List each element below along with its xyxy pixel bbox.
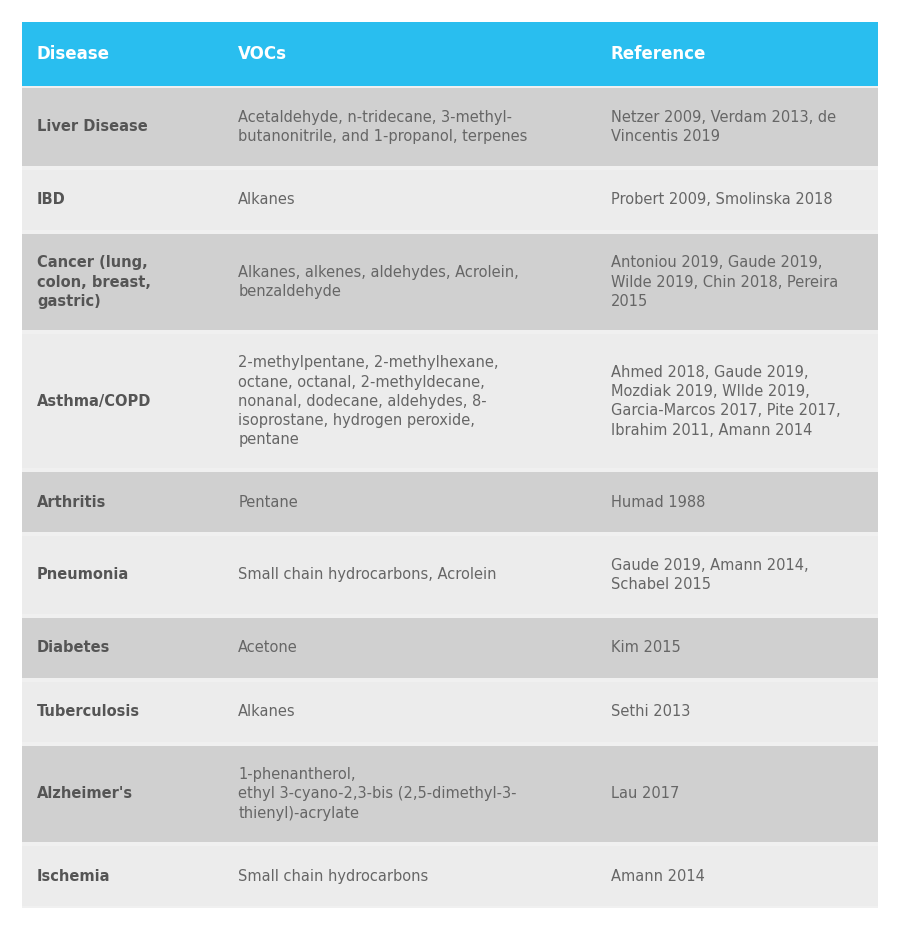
Text: Gaude 2019, Amann 2014,
Schabel 2015: Gaude 2019, Amann 2014, Schabel 2015 — [610, 558, 808, 592]
Bar — [596, 233, 878, 330]
Text: Acetaldehyde, n-tridecane, 3-methyl-
butanonitrile, and 1-propanol, terpenes: Acetaldehyde, n-tridecane, 3-methyl- but… — [238, 110, 527, 144]
Bar — [223, 618, 596, 678]
Text: Probert 2009, Smolinska 2018: Probert 2009, Smolinska 2018 — [610, 193, 832, 207]
Text: Humad 1988: Humad 1988 — [610, 495, 705, 510]
Bar — [22, 682, 223, 741]
Bar — [22, 846, 223, 906]
Bar — [596, 846, 878, 906]
Text: Arthritis: Arthritis — [37, 495, 106, 510]
Bar — [223, 233, 596, 330]
Text: Amann 2014: Amann 2014 — [610, 869, 705, 883]
Bar — [22, 472, 223, 532]
Bar — [596, 618, 878, 678]
Bar — [22, 335, 223, 468]
Text: Tuberculosis: Tuberculosis — [37, 704, 140, 719]
Text: Disease: Disease — [37, 45, 110, 63]
Text: Reference: Reference — [610, 45, 706, 63]
Text: Asthma/COPD: Asthma/COPD — [37, 393, 151, 409]
Bar — [596, 335, 878, 468]
Text: Lau 2017: Lau 2017 — [610, 787, 679, 802]
Text: Ahmed 2018, Gaude 2019,
Mozdiak 2019, WIlde 2019,
Garcia-Marcos 2017, Pite 2017,: Ahmed 2018, Gaude 2019, Mozdiak 2019, WI… — [610, 365, 840, 438]
Text: Cancer (lung,
colon, breast,
gastric): Cancer (lung, colon, breast, gastric) — [37, 256, 151, 309]
Text: VOCs: VOCs — [238, 45, 287, 63]
Text: Netzer 2009, Verdam 2013, de
Vincentis 2019: Netzer 2009, Verdam 2013, de Vincentis 2… — [610, 110, 835, 144]
Bar — [223, 170, 596, 230]
Bar — [596, 536, 878, 614]
Text: Alkanes: Alkanes — [238, 193, 296, 207]
Text: Small chain hydrocarbons, Acrolein: Small chain hydrocarbons, Acrolein — [238, 567, 497, 582]
Text: Alzheimer's: Alzheimer's — [37, 787, 133, 802]
Bar — [22, 233, 223, 330]
Bar — [223, 87, 596, 166]
Bar — [596, 472, 878, 532]
Bar — [596, 170, 878, 230]
Text: Pneumonia: Pneumonia — [37, 567, 130, 582]
Text: Sethi 2013: Sethi 2013 — [610, 704, 690, 719]
Text: 2-methylpentane, 2-methylhexane,
octane, octanal, 2-methyldecane,
nonanal, dodec: 2-methylpentane, 2-methylhexane, octane,… — [238, 355, 499, 447]
Bar — [22, 22, 223, 86]
Text: Ischemia: Ischemia — [37, 869, 111, 883]
Text: Pentane: Pentane — [238, 495, 298, 510]
Bar — [223, 22, 596, 86]
Bar — [223, 746, 596, 843]
Bar — [22, 618, 223, 678]
Bar — [22, 536, 223, 614]
Bar — [596, 22, 878, 86]
Bar — [223, 682, 596, 741]
Text: Acetone: Acetone — [238, 641, 298, 656]
Bar — [223, 536, 596, 614]
Text: IBD: IBD — [37, 193, 66, 207]
Bar — [22, 87, 223, 166]
Text: Kim 2015: Kim 2015 — [610, 641, 680, 656]
Text: Alkanes: Alkanes — [238, 704, 296, 719]
Bar — [223, 846, 596, 906]
Bar — [596, 87, 878, 166]
Bar — [596, 682, 878, 741]
Bar — [223, 472, 596, 532]
Text: Liver Disease: Liver Disease — [37, 119, 148, 134]
Text: Antoniou 2019, Gaude 2019,
Wilde 2019, Chin 2018, Pereira
2015: Antoniou 2019, Gaude 2019, Wilde 2019, C… — [610, 256, 838, 309]
Text: Alkanes, alkenes, aldehydes, Acrolein,
benzaldehyde: Alkanes, alkenes, aldehydes, Acrolein, b… — [238, 265, 519, 299]
Text: 1-phenantherol,
ethyl 3-cyano-2,3-bis (2,5-dimethyl-3-
thienyl)-acrylate: 1-phenantherol, ethyl 3-cyano-2,3-bis (2… — [238, 767, 517, 820]
Bar — [22, 746, 223, 843]
Bar — [22, 170, 223, 230]
Bar — [596, 746, 878, 843]
Text: Diabetes: Diabetes — [37, 641, 111, 656]
Text: Small chain hydrocarbons: Small chain hydrocarbons — [238, 869, 428, 883]
Bar — [223, 335, 596, 468]
